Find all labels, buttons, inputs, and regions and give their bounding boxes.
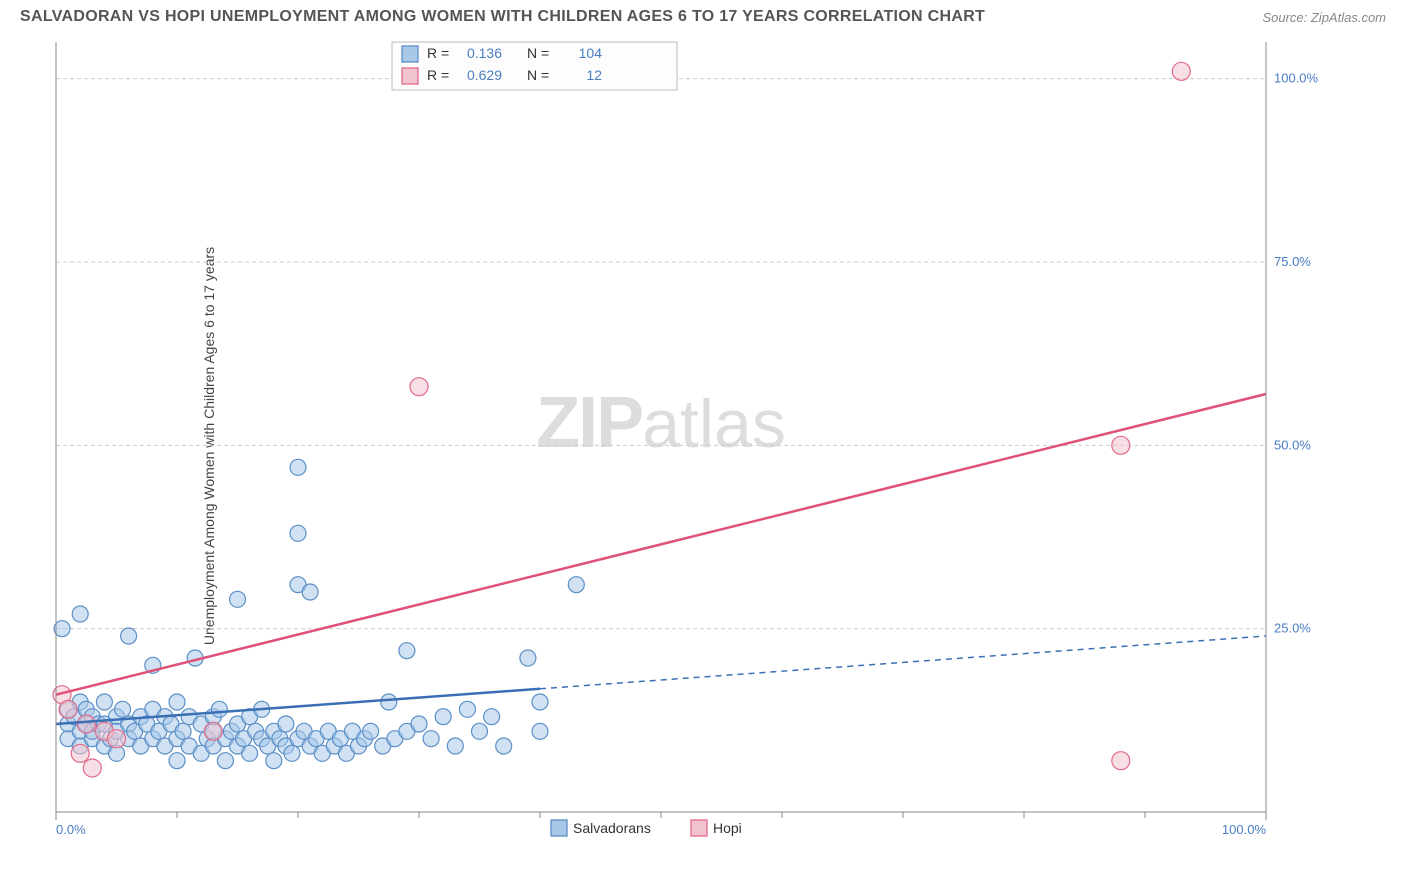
- svg-text:ZIPatlas: ZIPatlas: [536, 383, 786, 463]
- svg-text:0.629: 0.629: [467, 67, 502, 83]
- svg-text:R =: R =: [427, 45, 449, 61]
- svg-text:0.0%: 0.0%: [56, 822, 86, 837]
- svg-text:N =: N =: [527, 67, 549, 83]
- chart-area: 25.0% 50.0% 75.0% 100.0% ZIPatlas 0.0% 100.0% R…: [52, 40, 1326, 842]
- svg-text:Hopi: Hopi: [713, 820, 742, 836]
- svg-text:50.0%: 50.0%: [1274, 437, 1311, 452]
- chart-title: SALVADORAN VS HOPI UNEMPLOYMENT AMONG WO…: [20, 8, 985, 26]
- svg-text:Salvadorans: Salvadorans: [573, 820, 651, 836]
- svg-text:75.0%: 75.0%: [1274, 254, 1311, 269]
- svg-text:R =: R =: [427, 67, 449, 83]
- svg-text:N =: N =: [527, 45, 549, 61]
- scatter-chart: 25.0% 50.0% 75.0% 100.0% ZIPatlas 0.0% 100.0% R…: [52, 40, 1326, 842]
- svg-text:25.0%: 25.0%: [1274, 621, 1311, 636]
- svg-text:0.136: 0.136: [467, 45, 502, 61]
- svg-text:100.0%: 100.0%: [1222, 822, 1267, 837]
- chart-source: Source: ZipAtlas.com: [1262, 10, 1386, 25]
- svg-text:104: 104: [579, 45, 603, 61]
- svg-text:12: 12: [586, 67, 602, 83]
- chart-header: SALVADORAN VS HOPI UNEMPLOYMENT AMONG WO…: [0, 0, 1406, 30]
- svg-text:100.0%: 100.0%: [1274, 71, 1319, 86]
